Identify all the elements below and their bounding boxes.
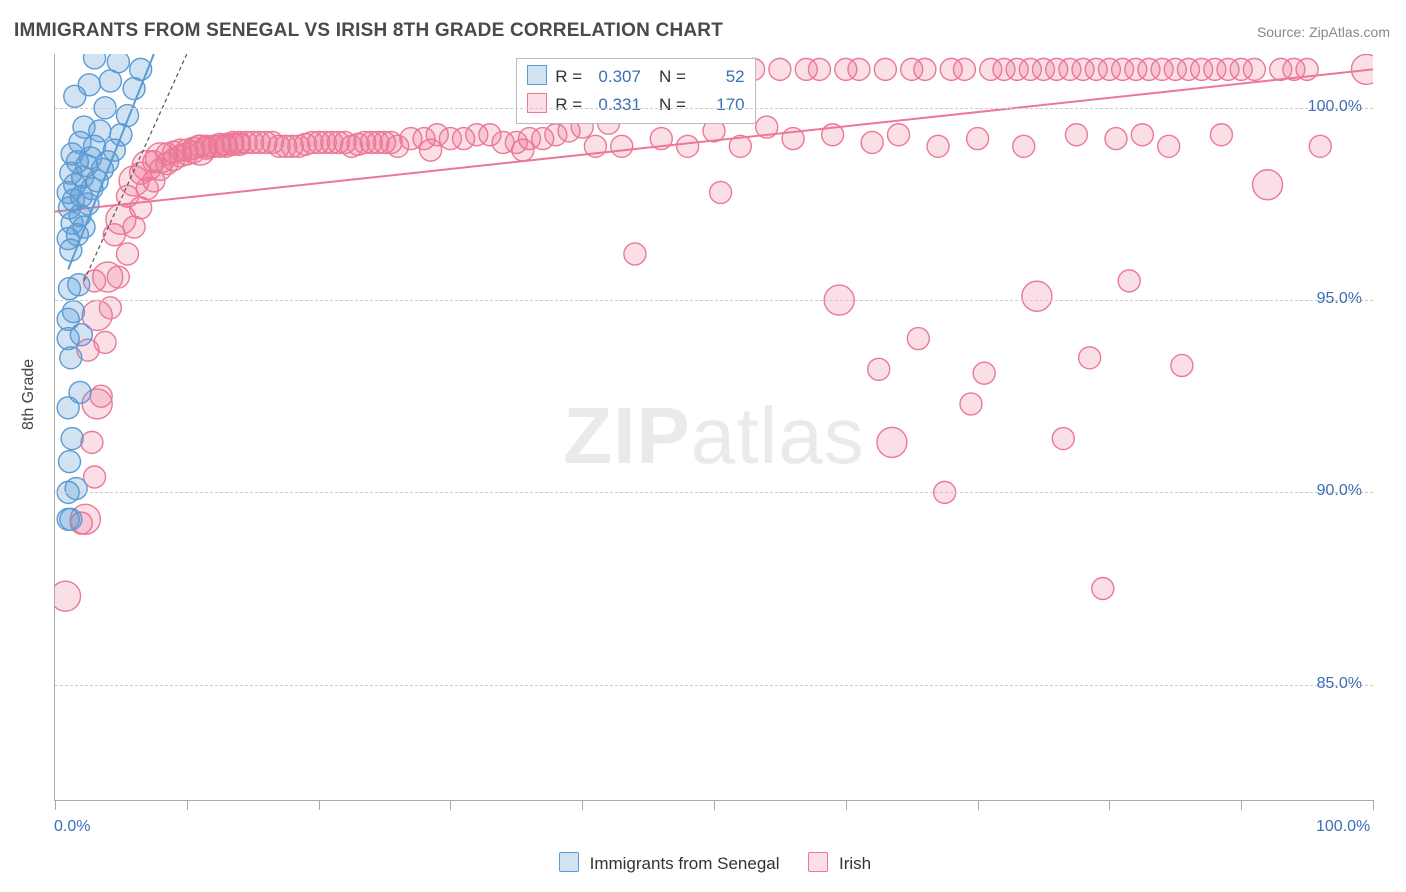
- scatter-point: [58, 451, 80, 473]
- scatter-point: [65, 478, 87, 500]
- y-tick-label: 100.0%: [1302, 98, 1362, 116]
- scatter-point: [624, 243, 646, 265]
- y-tick-label: 90.0%: [1302, 482, 1362, 500]
- stat-r-label: R =: [555, 67, 587, 86]
- scatter-point: [677, 135, 699, 157]
- stat-n-label: N =: [659, 95, 691, 114]
- x-tick: [714, 800, 715, 810]
- source-link[interactable]: ZipAtlas.com: [1309, 24, 1390, 40]
- scatter-point: [68, 274, 90, 296]
- scatter-point: [960, 393, 982, 415]
- scatter-point: [1309, 135, 1331, 157]
- scatter-point: [90, 385, 112, 407]
- scatter-point: [1052, 428, 1074, 450]
- x-range-max: 100.0%: [1316, 818, 1370, 836]
- scatter-point: [769, 58, 791, 80]
- scatter-point: [973, 362, 995, 384]
- stat-swatch: [527, 65, 547, 85]
- plot-area: ZIPatlas R = 0.307N = 52R = 0.331N = 170: [54, 54, 1373, 801]
- scatter-point: [61, 428, 83, 450]
- scatter-point: [55, 581, 81, 611]
- scatter-point: [81, 431, 103, 453]
- scatter-point: [927, 135, 949, 157]
- legend-label-senegal: Immigrants from Senegal: [590, 854, 780, 873]
- scatter-point: [1079, 347, 1101, 369]
- scatter-point: [967, 128, 989, 150]
- scatter-point: [1105, 128, 1127, 150]
- x-tick: [978, 800, 979, 810]
- scatter-point: [107, 54, 129, 73]
- source-prefix: Source:: [1257, 24, 1309, 40]
- scatter-point: [60, 347, 82, 369]
- x-tick: [187, 800, 188, 810]
- stat-n-label: N =: [659, 67, 691, 86]
- scatter-point: [1013, 135, 1035, 157]
- scatter-point: [1210, 124, 1232, 146]
- x-tick: [55, 800, 56, 810]
- scatter-point: [94, 331, 116, 353]
- scatter-point: [60, 508, 82, 530]
- scatter-point: [1092, 578, 1114, 600]
- x-tick: [319, 800, 320, 810]
- legend-bottom: Immigrants from Senegal Irish: [0, 852, 1406, 874]
- legend-swatch-senegal: [559, 852, 579, 872]
- gridline-h: [55, 300, 1373, 301]
- scatter-point: [808, 58, 830, 80]
- gridline-h: [55, 108, 1373, 109]
- stat-r-value: 0.331: [587, 91, 641, 119]
- stat-n-value: 170: [691, 91, 745, 119]
- chart-title: IMMIGRANTS FROM SENEGAL VS IRISH 8TH GRA…: [14, 20, 723, 42]
- stat-row: R = 0.307 N = 52: [527, 63, 744, 91]
- x-tick: [1109, 800, 1110, 810]
- y-tick-label: 85.0%: [1302, 675, 1362, 693]
- scatter-point: [611, 135, 633, 157]
- scatter-point: [848, 58, 870, 80]
- legend-swatch-irish: [808, 852, 828, 872]
- y-axis-label: 8th Grade: [20, 359, 38, 430]
- scatter-point: [69, 381, 91, 403]
- scatter-point: [1022, 281, 1052, 311]
- x-tick: [1373, 800, 1374, 810]
- scatter-point: [868, 358, 890, 380]
- scatter-point: [1158, 135, 1180, 157]
- source-attribution: Source: ZipAtlas.com: [1257, 24, 1390, 40]
- scatter-point: [229, 131, 251, 153]
- scatter-point: [874, 58, 896, 80]
- scatter-point: [57, 308, 79, 330]
- scatter-point: [73, 116, 95, 138]
- x-range-min: 0.0%: [54, 818, 90, 836]
- scatter-point: [914, 58, 936, 80]
- scatter-point: [877, 427, 907, 457]
- scatter-point: [1118, 270, 1140, 292]
- scatter-point: [1065, 124, 1087, 146]
- stat-r-value: 0.307: [587, 63, 641, 91]
- gridline-h: [55, 685, 1373, 686]
- scatter-point: [953, 58, 975, 80]
- scatter-point: [1243, 58, 1265, 80]
- legend-label-irish: Irish: [839, 854, 871, 873]
- scatter-point: [861, 131, 883, 153]
- stat-n-value: 52: [691, 63, 745, 91]
- scatter-point: [93, 262, 123, 292]
- scatter-svg: [55, 54, 1373, 800]
- x-tick: [1241, 800, 1242, 810]
- scatter-point: [907, 328, 929, 350]
- scatter-point: [1171, 354, 1193, 376]
- scatter-point: [710, 181, 732, 203]
- scatter-point: [78, 74, 100, 96]
- scatter-point: [1131, 124, 1153, 146]
- scatter-point: [116, 243, 138, 265]
- scatter-point: [1253, 170, 1283, 200]
- stat-row: R = 0.331 N = 170: [527, 91, 744, 119]
- scatter-point: [888, 124, 910, 146]
- y-tick-label: 95.0%: [1302, 290, 1362, 308]
- gridline-h: [55, 492, 1373, 493]
- stat-r-label: R =: [555, 95, 587, 114]
- x-tick: [450, 800, 451, 810]
- stat-swatch: [527, 93, 547, 113]
- x-tick: [846, 800, 847, 810]
- stat-box: R = 0.307 N = 52 R = 0.331 N = 170: [516, 58, 755, 124]
- x-tick: [582, 800, 583, 810]
- scatter-point: [84, 54, 106, 69]
